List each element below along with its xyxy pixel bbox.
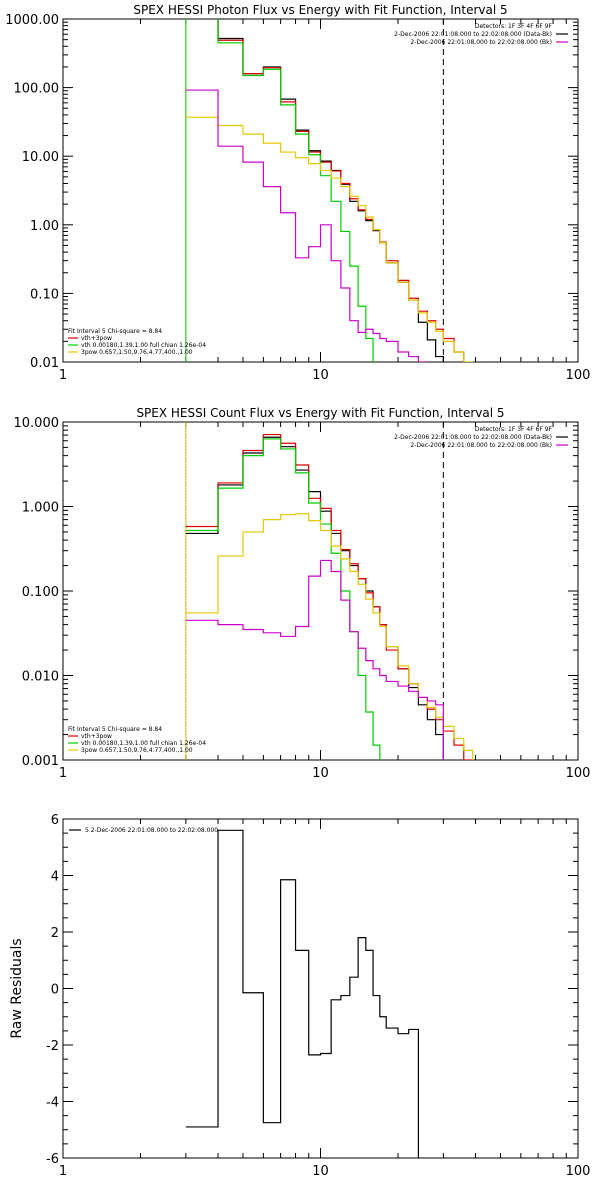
y-tick-label: 0.10 (30, 287, 59, 302)
legend-top: Detectors: 1F 3F 4F 6F 9F2-Dec-2006 22:0… (394, 23, 568, 46)
legend-text: vth+3pow (81, 733, 112, 740)
plot-frame (62, 818, 579, 1159)
y-tick-label: 2 (51, 926, 59, 941)
y-tick-label: 0.001 (22, 754, 59, 769)
series-step-2 (217, 19, 465, 362)
x-tick-label: 10 (312, 1164, 329, 1179)
legend-text: 2-Dec-2006 22:01:08.000 to 22:02:08.000 … (394, 31, 552, 38)
series-step-1 (185, 436, 444, 760)
x-tick-label: 10 (312, 368, 329, 383)
series-step-4 (185, 116, 474, 362)
legend-text: Detectors: 1F 3F 4F 6F 9F (475, 23, 553, 30)
y-tick-label: 0 (51, 983, 59, 998)
series-step-5 (185, 89, 428, 362)
legend-bottom: Fit Interval 5 Chi-square = 8.84vth+3pow… (68, 726, 206, 754)
y-tick-label: 0.010 (22, 670, 59, 685)
series-step-2 (185, 433, 474, 760)
chart-title: SPEX HESSI Count Flux vs Energy with Fit… (136, 406, 504, 420)
y-tick-label: 0.100 (22, 585, 59, 600)
y-tick-label: -6 (46, 1152, 59, 1167)
y-tick-label: 0.01 (30, 356, 59, 371)
series-step-3 (217, 19, 374, 362)
legend-text: 5 2-Dec-2006 22:01:08.000 to 22:02:08.00… (85, 827, 218, 834)
x-tick-label: 100 (566, 368, 591, 383)
plot-frame (62, 18, 579, 363)
chart-panel-3: Raw Residuals 1 10 100 -6 -4 -2 0 2 4 6 5 2-Dec-200… (9, 813, 590, 1179)
series-step-4 (185, 513, 474, 760)
y-tick-label: 4 (51, 870, 59, 885)
series-step-1 (217, 19, 444, 362)
legend-text: 3pow 0.657,1.50,9.76,4.77,400.,1.00 (81, 747, 193, 754)
chart-panel-2: SPEX HESSI Count Flux vs Energy with Fit… (14, 406, 591, 781)
legend-text: vth 0.00180,1.39,1.00 full chian 1.26e-0… (81, 740, 206, 747)
series-step-5 (185, 559, 444, 760)
data-area (185, 422, 474, 760)
y-tick-label: 10.00 (22, 150, 59, 165)
y-tick-label: 1000.00 (5, 13, 59, 28)
x-tick-label: 100 (566, 1164, 591, 1179)
y-tick-label: 100.00 (14, 82, 60, 97)
legend-text: 3pow 0.657,1.50,9.76,4.77,400.,1.00 (81, 349, 193, 356)
legend-text: Fit Interval 5 Chi-square = 8.84 (68, 726, 162, 733)
y-tick-label: -2 (46, 1039, 59, 1054)
series-step-1 (185, 829, 419, 1158)
legend-text: Fit Interval 5 Chi-square = 8.84 (68, 328, 162, 335)
y-tick-label: 1.00 (30, 219, 59, 234)
chart-panel-1: SPEX HESSI Photon Flux vs Energy with Fi… (5, 3, 591, 383)
data-area (185, 829, 419, 1158)
series-step-3 (185, 438, 381, 760)
x-tick-label: 1 (59, 1164, 67, 1179)
x-tick-label: 100 (566, 766, 591, 781)
legend-top: 5 2-Dec-2006 22:01:08.000 to 22:02:08.00… (69, 827, 218, 834)
legend-text: vth+3pow (81, 335, 112, 342)
legend-text: 2-Dec-2006 22:01:08.000 to 22:02:08.000 … (410, 39, 552, 46)
legend-bottom: Fit Interval 5 Chi-square = 8.84vth+3pow… (68, 328, 206, 356)
legend-text: vth 0.00180,1.39,1.00 full chian 1.26e-0… (81, 342, 206, 349)
y-tick-label: 10.000 (14, 416, 60, 431)
x-tick-label: 10 (312, 766, 329, 781)
x-tick-label: 1 (59, 766, 67, 781)
y-tick-label: 6 (51, 813, 59, 828)
legend-top: Detectors: 1F 3F 4F 6F 9F2-Dec-2006 22:0… (394, 426, 568, 449)
legend-text: 2-Dec-2006 22:01:08.000 to 22:02:08.000 … (394, 434, 552, 441)
data-area (185, 19, 474, 362)
legend-text: 2-Dec-2006 22:01:08.000 to 22:02:08.000 … (410, 442, 552, 449)
chart-title: SPEX HESSI Photon Flux vs Energy with Fi… (133, 3, 507, 17)
x-tick-label: 1 (59, 368, 67, 383)
legend-text: Detectors: 1F 3F 4F 6F 9F (475, 426, 553, 433)
y-tick-label: 1.000 (22, 501, 59, 516)
y-tick-label: -4 (46, 1096, 59, 1111)
y-axis-label: Raw Residuals (9, 938, 25, 1038)
plot-frame (62, 421, 579, 761)
